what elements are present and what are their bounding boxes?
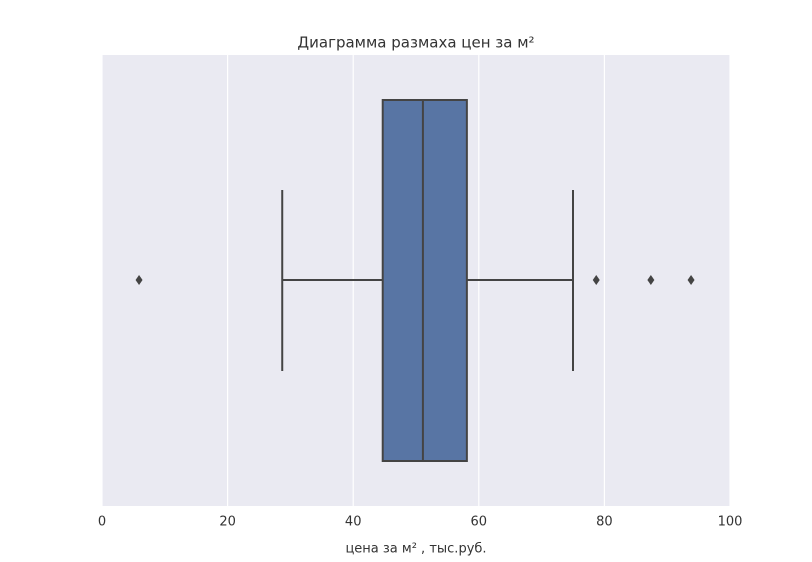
x-tick-label: 0	[98, 515, 106, 530]
outlier	[592, 275, 600, 285]
x-tick-label: 20	[219, 515, 236, 530]
chart-title: Диаграмма размаха цен за м²	[297, 34, 534, 52]
outlier	[687, 275, 695, 285]
box	[381, 99, 468, 462]
x-tick-label: 100	[718, 515, 743, 530]
x-tick-label: 80	[596, 515, 613, 530]
outlier	[135, 275, 143, 285]
x-tick-label: 40	[345, 515, 362, 530]
x-tick-label: 60	[471, 515, 488, 530]
x-axis-label: цена за м² , тыс.руб.	[345, 542, 486, 557]
outlier	[647, 275, 655, 285]
